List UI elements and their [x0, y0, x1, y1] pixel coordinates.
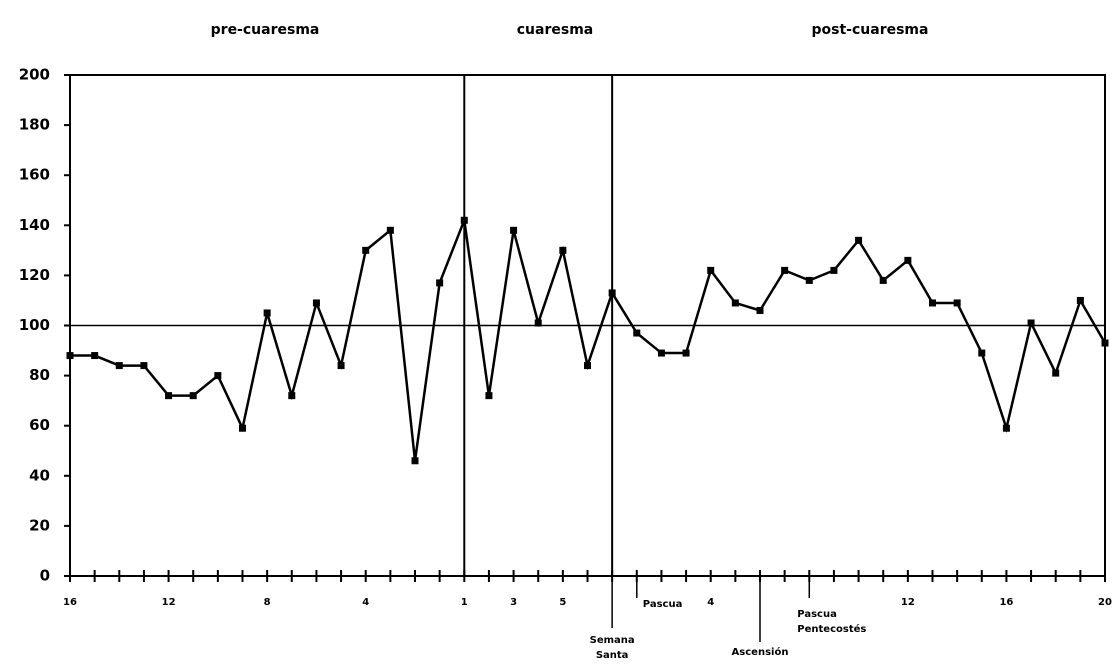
data-point [239, 424, 246, 432]
data-point [731, 299, 739, 307]
data-point [756, 306, 764, 314]
x-tick-label: 1 [461, 597, 468, 608]
x-tick-label: 4 [707, 597, 714, 608]
annotation-text: Semana [590, 635, 635, 646]
data-point [263, 309, 271, 317]
y-tick-label: 40 [29, 466, 50, 484]
data-point [460, 216, 468, 224]
period-label: pre-cuaresma [211, 22, 320, 38]
data-point [707, 266, 715, 274]
data-point [386, 226, 394, 234]
x-tick-label: 4 [362, 597, 369, 608]
data-point [929, 299, 936, 307]
annotation-text: Pentecostés [797, 623, 866, 635]
y-tick-label: 60 [29, 416, 50, 434]
annotation-text: Ascensión [732, 646, 789, 658]
y-tick-label: 20 [29, 516, 50, 534]
y-tick-label: 180 [19, 116, 50, 134]
x-tick-label: 12 [901, 597, 915, 608]
annotation-text: Pascua [797, 609, 837, 620]
data-point [805, 276, 813, 284]
data-point [214, 372, 222, 380]
data-point [312, 299, 320, 307]
x-tick-label: 12 [162, 597, 176, 608]
data-point [510, 226, 518, 234]
data-point [115, 362, 123, 370]
data-point [1076, 296, 1084, 304]
data-point [584, 362, 591, 370]
data-point [1052, 369, 1060, 377]
data-point [288, 392, 296, 400]
data-point [781, 266, 789, 274]
x-tick-label: 8 [264, 597, 271, 608]
x-tick-label: 16 [999, 597, 1013, 608]
data-point [608, 289, 616, 297]
data-point [682, 349, 690, 357]
x-tick-label: 16 [63, 597, 77, 608]
data-point [66, 352, 74, 360]
data-point [1027, 319, 1035, 327]
data-point [830, 266, 838, 274]
data-line [70, 215, 1107, 461]
data-point [1002, 424, 1010, 432]
x-tick-label: 3 [510, 597, 517, 608]
data-point [362, 246, 370, 254]
y-tick-label: 100 [19, 316, 50, 334]
annotation-text: Santa [596, 650, 629, 661]
y-tick-label: 160 [19, 166, 50, 184]
data-point [953, 299, 961, 307]
data-point [904, 256, 912, 264]
annotation-text: Pascua [643, 599, 683, 610]
data-point [534, 319, 542, 327]
data-point [1101, 339, 1109, 347]
y-tick-label: 0 [40, 567, 50, 585]
data-point [91, 352, 99, 360]
data-point [140, 362, 148, 370]
x-tick-label: 5 [559, 597, 566, 608]
data-point [337, 362, 345, 370]
data-point [165, 392, 173, 400]
data-point [855, 236, 863, 244]
data-point [633, 329, 641, 337]
y-tick-label: 200 [19, 66, 50, 84]
data-point [657, 349, 665, 357]
data-point [485, 392, 493, 400]
period-label: cuaresma [517, 22, 593, 38]
data-point [189, 392, 197, 400]
y-tick-label: 120 [19, 266, 50, 284]
x-tick-label: 20 [1098, 597, 1112, 608]
y-tick-label: 80 [29, 366, 50, 384]
data-point [436, 279, 444, 287]
data-point [411, 457, 419, 465]
y-tick-label: 140 [19, 216, 50, 234]
data-point [559, 246, 567, 254]
period-label: post-cuaresma [812, 22, 929, 38]
data-point [978, 349, 986, 357]
data-point [879, 276, 887, 284]
